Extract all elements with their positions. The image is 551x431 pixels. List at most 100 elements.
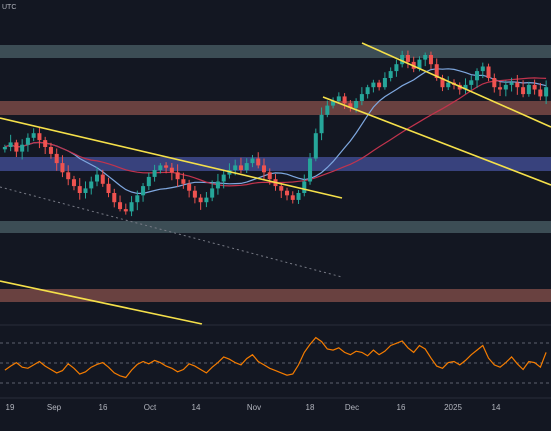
candle-body <box>48 147 53 154</box>
time-axis-tick-label: 14 <box>192 403 201 412</box>
candlestick-series <box>2 50 549 217</box>
candle-body <box>198 197 203 203</box>
candle-body <box>256 158 261 166</box>
candle-body <box>8 142 13 147</box>
candle-body <box>100 174 105 184</box>
time-axis-tick-label: 2025 <box>444 403 462 412</box>
candle-body <box>544 87 549 97</box>
support-zone-gray <box>0 221 551 233</box>
symbol-header-fragment: UTC <box>2 4 16 11</box>
candle-body <box>14 142 19 152</box>
candle-body <box>428 55 433 65</box>
rsi-line <box>4 336 547 379</box>
candle-body <box>492 78 497 88</box>
candle-body <box>405 55 410 62</box>
candle-body <box>290 195 295 200</box>
trendlines <box>0 42 551 325</box>
candle-body <box>480 66 485 72</box>
candle-body <box>118 202 123 210</box>
candle-body <box>267 172 272 180</box>
candle-body <box>382 78 387 88</box>
candle-body <box>434 64 439 78</box>
candle-body <box>244 163 249 170</box>
candle-body <box>359 94 364 101</box>
candle-body <box>204 197 209 203</box>
candle-body <box>192 190 197 198</box>
candle-body <box>371 82 376 88</box>
candle-body <box>342 96 347 104</box>
support-zone-brown <box>0 289 551 302</box>
candle-body <box>215 181 220 189</box>
support-zone-blue <box>0 157 551 171</box>
candle-body <box>331 101 336 106</box>
candle-body <box>175 172 180 180</box>
rsi-pane <box>0 336 551 384</box>
channel-lower-line <box>322 96 551 186</box>
candle-body <box>181 179 186 184</box>
candle-body <box>54 153 59 164</box>
candle-body <box>532 84 537 90</box>
time-axis-tick-label: Sep <box>47 403 62 412</box>
candle-body <box>526 84 531 95</box>
candle-body <box>83 188 88 193</box>
candle-body <box>2 147 7 150</box>
candle-body <box>423 55 428 60</box>
trendline-dotted <box>0 186 343 278</box>
candle-body <box>169 167 174 173</box>
time-axis-tick-label: Nov <box>247 403 261 412</box>
candle-body <box>394 64 399 72</box>
candle-body <box>319 114 324 134</box>
trendline-descending-upper <box>0 117 343 199</box>
candle-body <box>106 183 111 193</box>
candle-body <box>377 82 382 88</box>
candle-body <box>515 82 520 88</box>
candle-body <box>475 71 480 81</box>
time-axis-tick-label: 16 <box>397 403 406 412</box>
time-axis-labels: 19 Sep 16 Oct 14 Nov 18 Dec 16 2025 14 <box>6 403 501 412</box>
candle-body <box>285 190 290 196</box>
candle-body <box>365 87 370 95</box>
candle-body <box>164 165 169 168</box>
candle-body <box>486 66 491 78</box>
candle-body <box>336 96 341 101</box>
resistance-zone-top <box>0 45 551 58</box>
candle-body <box>388 71 393 78</box>
candle-body <box>89 181 94 189</box>
candle-body <box>25 137 30 145</box>
time-axis-tick-label: Oct <box>144 403 157 412</box>
candle-body <box>250 158 255 164</box>
candle-body <box>37 133 42 141</box>
candle-body <box>400 55 405 65</box>
candle-body <box>521 87 526 95</box>
candle-body <box>417 59 422 69</box>
candle-body <box>135 195 140 203</box>
candle-body <box>238 165 243 170</box>
candle-body <box>112 193 117 203</box>
candle-body <box>325 105 330 115</box>
candle-body <box>94 174 100 182</box>
candle-body <box>20 144 25 152</box>
time-axis-tick-label: 14 <box>492 403 501 412</box>
channel-upper-line <box>361 42 551 128</box>
candle-body <box>66 172 71 180</box>
candle-body <box>509 82 514 85</box>
candle-body <box>313 133 318 159</box>
candle-body <box>123 209 128 212</box>
candle-body <box>308 158 313 182</box>
candle-body <box>146 176 151 187</box>
candle-body <box>503 84 508 90</box>
candle-body <box>463 84 468 90</box>
candle-body <box>498 87 503 90</box>
candle-body <box>440 78 445 88</box>
candle-body <box>31 133 36 138</box>
trendline-descending-lower <box>0 280 203 325</box>
candle-body <box>302 181 307 193</box>
time-axis-tick-label: 18 <box>306 403 315 412</box>
candle-body <box>152 170 157 177</box>
candle-body <box>60 163 65 173</box>
candle-body <box>279 186 284 191</box>
candle-body <box>187 183 192 191</box>
candle-body <box>446 82 451 88</box>
